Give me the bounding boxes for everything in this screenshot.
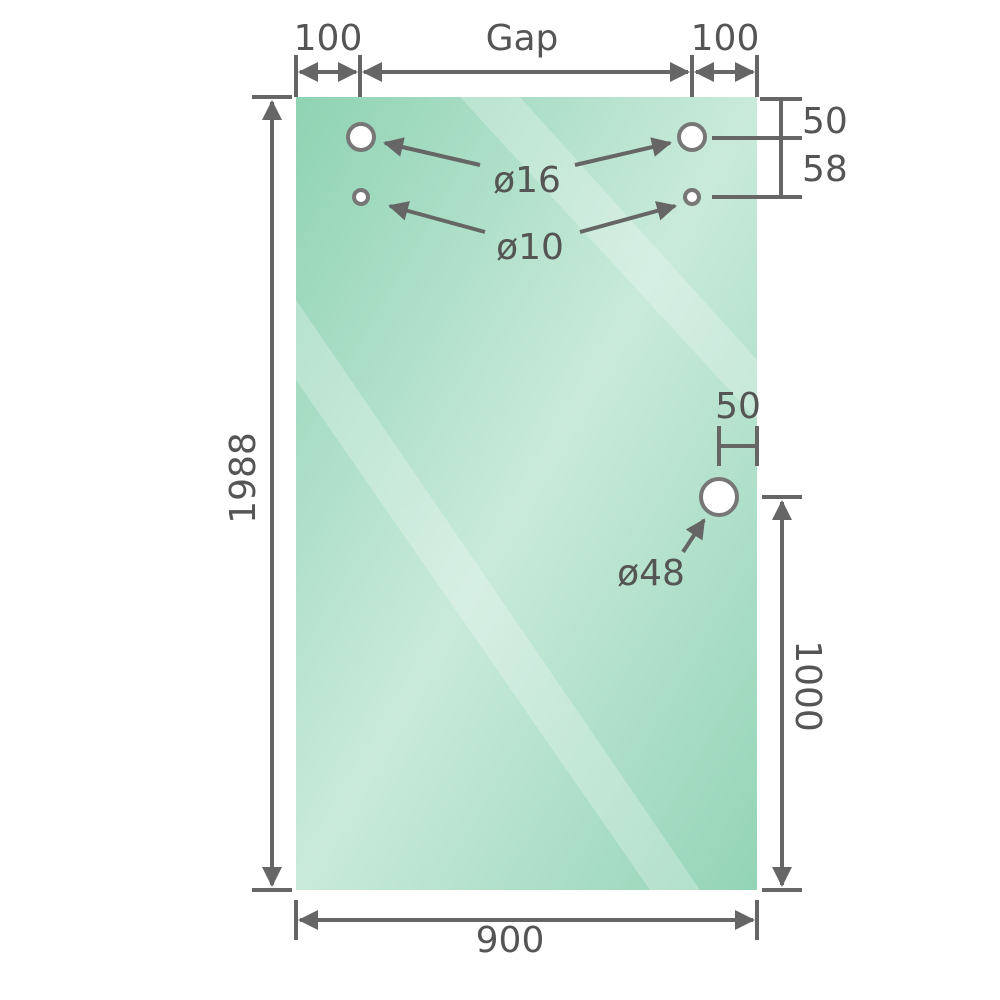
dim-right-offset: 100 <box>691 18 760 59</box>
dim-knob-edge: 50 <box>715 386 761 427</box>
label-lower-holes: ø10 <box>496 227 564 268</box>
label-upper-holes: ø16 <box>493 160 561 201</box>
hole-upper-right <box>677 122 707 152</box>
dim-gap: Gap <box>486 18 559 59</box>
hole-lower-right <box>683 188 701 206</box>
glass-reflections <box>296 97 757 890</box>
dim-left-offset: 100 <box>294 18 363 59</box>
dim-width: 900 <box>476 920 545 961</box>
hole-knob <box>699 477 739 517</box>
hole-lower-left <box>352 188 370 206</box>
hole-upper-left <box>346 122 376 152</box>
label-knob-hole: ø48 <box>617 553 685 594</box>
dim-knob-height: 1000 <box>787 640 828 732</box>
glass-panel <box>296 97 757 890</box>
dim-top-hole: 50 <box>802 101 848 142</box>
dim-height: 1988 <box>223 432 264 524</box>
dim-hole-spacing: 58 <box>802 149 848 190</box>
